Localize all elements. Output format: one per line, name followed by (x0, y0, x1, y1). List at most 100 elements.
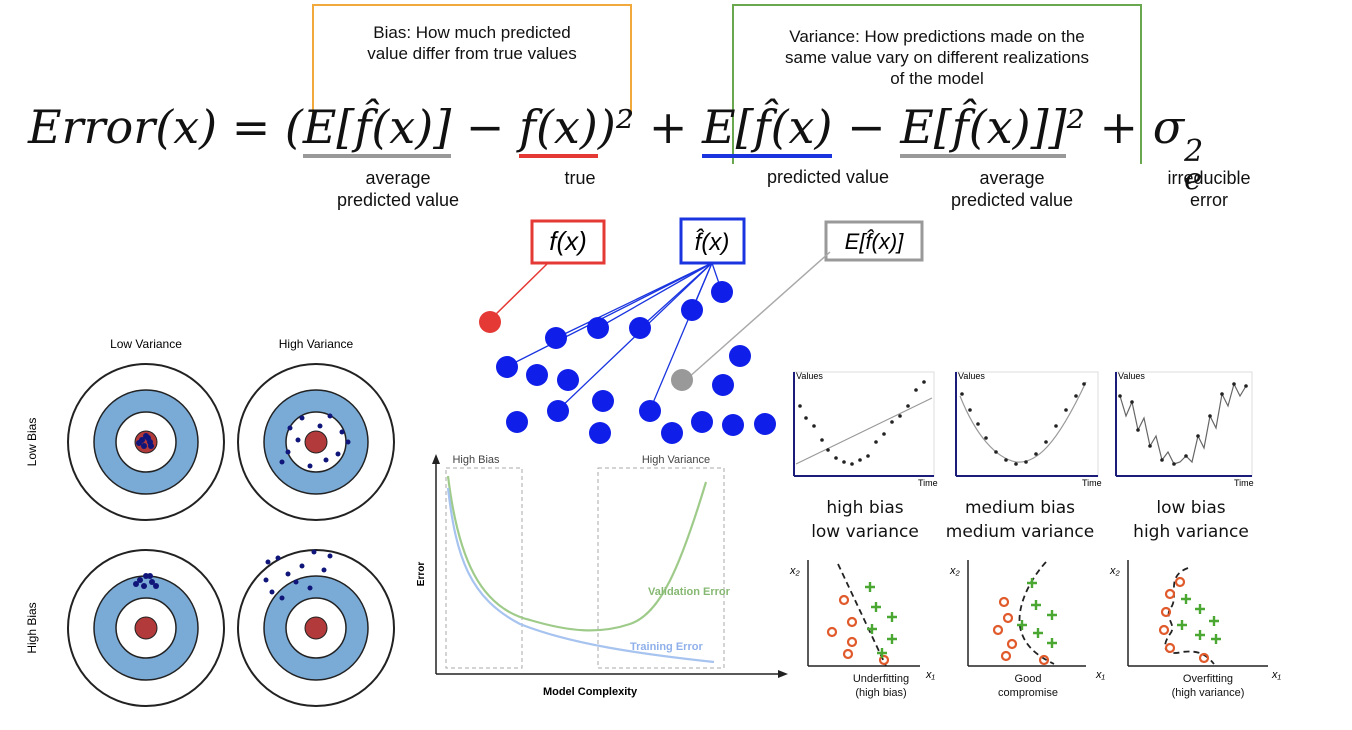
true-value-dot (479, 311, 501, 333)
label-predicted: predicted value (766, 167, 890, 187)
validation-error-label: Validation Error (648, 586, 731, 598)
class1-y-label: x₂ (789, 565, 801, 577)
label-true: true (564, 168, 596, 188)
variance-note-line3: of the model (890, 69, 984, 88)
fit-caption-1-l2: low variance (811, 522, 919, 542)
bias-note-line2: value differ from true values (367, 44, 577, 63)
variance-note-box (732, 4, 1142, 164)
target-low-bias-high-variance (237, 363, 395, 521)
fit2-y-label: Values (958, 371, 985, 381)
fit-caption-1: high bias low variance (790, 496, 940, 544)
true-pointer-line (491, 262, 549, 319)
label-irreducible-l1: irreducible (1167, 168, 1251, 188)
fit-caption-2-l2: medium variance (945, 522, 1095, 542)
label-avg-pred-1: average predicted value (318, 167, 478, 211)
fit3-x-label: Time (1234, 478, 1254, 488)
variance-note-line1: Variance: How predictions made on the (789, 27, 1085, 46)
eq-minus-1: − (451, 100, 519, 154)
variance-note-line2: same value vary on different realization… (785, 48, 1089, 67)
training-error-label: Training Error (630, 641, 703, 653)
fit-caption-3: low bias high variance (1116, 496, 1266, 544)
prediction-dots (496, 281, 776, 444)
true-symbol: f(x) (549, 226, 587, 256)
high-variance-region (597, 467, 725, 669)
class-caption-2: Good compromise (978, 672, 1078, 700)
eq-minus-2: − (832, 100, 901, 154)
high-bias-region (445, 467, 523, 669)
bias-variance-targets: Low Variance High Variance Low Bias High… (25, 337, 395, 707)
avg-prediction-dot (671, 369, 693, 391)
avg-pointer-line (687, 251, 831, 379)
tradeoff-y-label: Error (416, 562, 427, 587)
fit-caption-1-l1: high bias (826, 498, 904, 518)
pred-symbol: f̂(x) (695, 228, 730, 256)
error-equation: Error(x) = (E[f̂(x)] − f(x))² + E[f̂(x) … (28, 92, 1206, 197)
label-irreducible: irreducible error (1144, 167, 1274, 211)
eq-avg-pred-1: E[f̂(x)] (302, 100, 452, 158)
classifier-underfitting: x₂ x₁ (789, 560, 936, 681)
validation-error-curve (446, 475, 708, 632)
label-avg-pred-1-l1: average (365, 168, 431, 188)
classifier-panels: x₂ x₁ x₂ x₁ x₂ x₁ (789, 560, 1282, 681)
variance-note: Variance: How predictions made on the sa… (734, 26, 1140, 89)
class-caption-2-l1: Good (1014, 673, 1042, 685)
class3-x-label: x₁ (1271, 669, 1282, 681)
fit-panel-medium: Values Time (955, 371, 1102, 488)
class-caption-3-l1: Overfitting (1182, 673, 1234, 685)
eq-square-plus: )² + (597, 100, 703, 154)
target-high-bias-high-variance (237, 549, 395, 707)
row-label-low-bias: Low Bias (25, 418, 39, 467)
fit-caption-3-l1: low bias (1156, 498, 1226, 518)
label-irreducible-l2: error (1189, 190, 1228, 210)
eq-sigma: ² + σ (1066, 100, 1185, 154)
class-caption-1: Underfitting (high bias) (826, 672, 936, 700)
fit1-y-label: Values (796, 371, 823, 381)
class-caption-1-l2: (high bias) (855, 687, 907, 699)
tradeoff-chart: High Bias High Variance Validation Error… (416, 454, 788, 698)
eq-sigma-sub: e (1184, 162, 1202, 197)
row-label-high-bias: High Bias (25, 602, 39, 653)
eq-sigma-sup: 2 (1184, 134, 1204, 169)
region-label-high-variance: High Variance (642, 454, 710, 466)
eq-true: f(x) (518, 100, 598, 158)
fit-panels: Values Time Values Time Values Time (793, 371, 1254, 488)
tradeoff-x-label: Model Complexity (543, 686, 638, 698)
fit1-x-label: Time (918, 478, 938, 488)
label-avg-pred-2-l1: average (979, 168, 1045, 188)
col-label-high-variance: High Variance (279, 337, 354, 351)
fit-caption-3-l2: high variance (1133, 522, 1249, 542)
label-avg-pred-2: average predicted value (932, 167, 1092, 211)
col-label-low-variance: Low Variance (110, 337, 182, 351)
classifier-overfitting: x₂ x₁ (1109, 560, 1282, 681)
classifier-good-compromise: x₂ x₁ (949, 560, 1106, 681)
eq-avg-pred-2: E[f̂(x)]] (900, 100, 1067, 158)
avg-symbol: E[f̂(x)] (845, 229, 905, 254)
class-caption-3: Overfitting (high variance) (1148, 672, 1268, 700)
bias-note-line1: Bias: How much predicted (373, 23, 571, 42)
bias-note: Bias: How much predicted value differ fr… (314, 22, 630, 64)
region-label-high-bias: High Bias (452, 454, 500, 466)
training-error-curve (446, 487, 715, 664)
fit-panel-low-bias: Values Time (1115, 371, 1254, 488)
eq-pred: E[f̂(x) (702, 100, 833, 158)
target-low-bias-low-variance (67, 363, 225, 521)
class3-y-label: x₂ (1109, 565, 1121, 577)
avg-symbol-box (824, 220, 924, 262)
class2-y-label: x₂ (949, 565, 961, 577)
true-symbol-box (530, 219, 606, 265)
class-caption-3-l2: (high variance) (1171, 687, 1245, 699)
fit2-x-label: Time (1082, 478, 1102, 488)
eq-lhs: Error(x) = ( (28, 100, 303, 154)
class1-x-label: x₁ (925, 669, 936, 681)
class-caption-1-l1: Underfitting (852, 673, 910, 685)
bias-note-box (312, 4, 632, 114)
label-avg-pred-1-l2: predicted value (336, 190, 460, 210)
fit-caption-2: medium bias medium variance (942, 496, 1098, 544)
fit-panel-high-bias: Values Time (793, 371, 938, 488)
target-high-bias-low-variance (67, 549, 225, 707)
label-avg-pred-2-l2: predicted value (950, 190, 1074, 210)
fit-caption-2-l1: medium bias (964, 498, 1076, 518)
class2-x-label: x₁ (1095, 669, 1106, 681)
class-caption-2-l2: compromise (998, 687, 1058, 699)
